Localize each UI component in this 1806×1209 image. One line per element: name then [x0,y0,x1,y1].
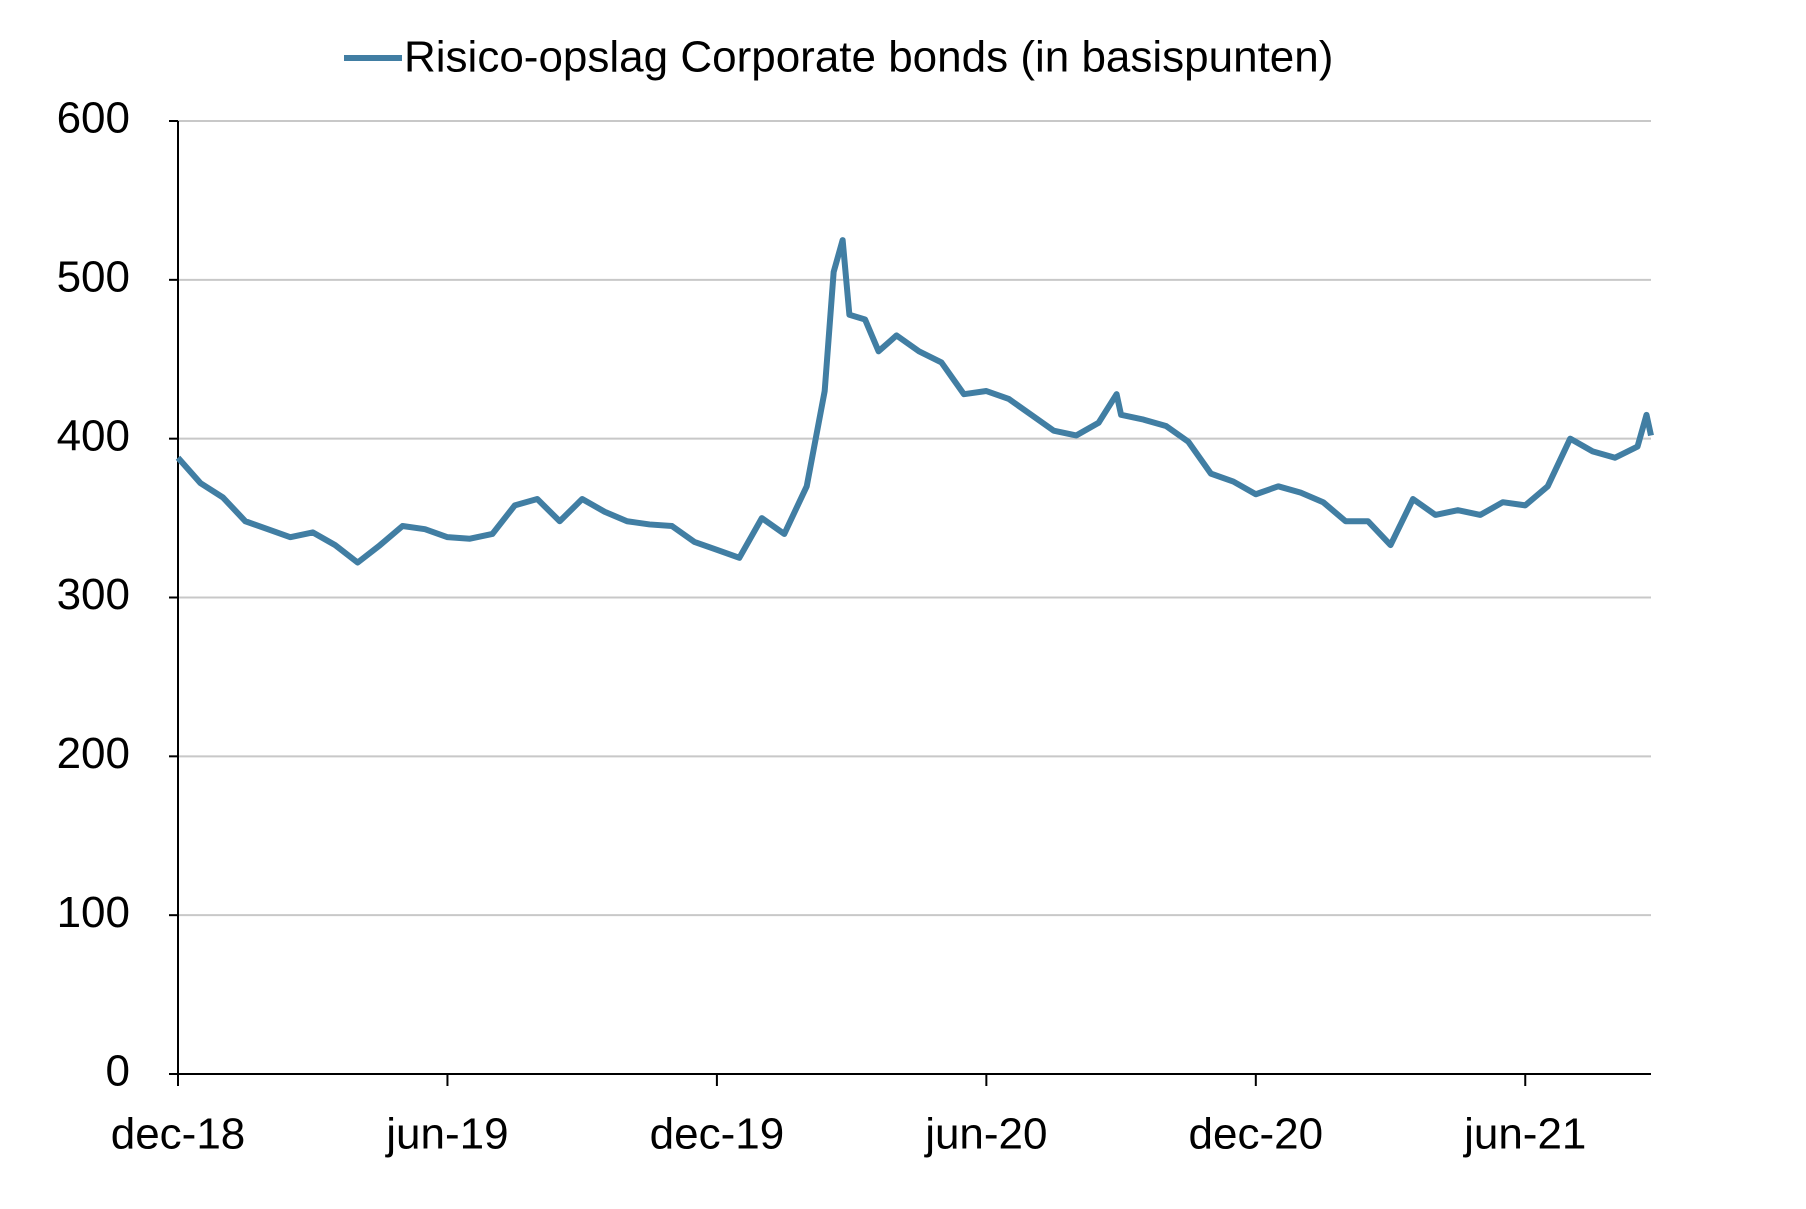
y-tick-label: 500 [57,252,130,301]
y-tick-label: 400 [57,411,130,460]
x-tick-label: dec-18 [111,1110,246,1159]
x-tick-label: dec-19 [650,1110,785,1159]
x-tick-label: jun-21 [1462,1110,1586,1159]
x-tick-label: jun-19 [384,1110,508,1159]
y-tick-label: 200 [57,729,130,778]
x-tick-label: dec-20 [1189,1110,1324,1159]
x-tick-label: jun-20 [923,1110,1047,1159]
y-tick-label: 0 [106,1047,130,1096]
y-tick-label: 100 [57,888,130,937]
data-line [175,237,1654,566]
y-tick-label: 300 [57,570,130,619]
legend-label: Risico-opslag Corporate bonds (in basisp… [404,33,1333,82]
y-tick-label: 600 [57,94,130,143]
